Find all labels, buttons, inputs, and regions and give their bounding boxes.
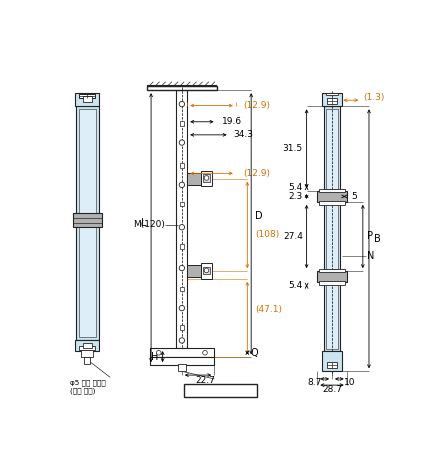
Bar	[176, 90, 187, 348]
Text: L: L	[141, 218, 147, 229]
Bar	[83, 343, 92, 348]
Bar	[201, 263, 212, 279]
Bar	[203, 174, 210, 182]
Text: 34.3: 34.3	[233, 130, 253, 140]
Bar	[203, 266, 210, 274]
Bar	[180, 202, 184, 207]
Circle shape	[179, 101, 184, 107]
Bar	[180, 244, 184, 249]
Bar	[319, 281, 345, 285]
Text: 31.5: 31.5	[283, 144, 303, 153]
Bar	[80, 94, 95, 98]
Circle shape	[179, 182, 184, 188]
Bar	[326, 204, 338, 269]
Bar	[180, 287, 184, 291]
Text: P: P	[367, 231, 373, 242]
Text: 5: 5	[351, 192, 357, 201]
Text: 28.7: 28.7	[322, 385, 342, 394]
Bar	[319, 201, 345, 205]
Circle shape	[203, 351, 207, 355]
Bar	[319, 189, 345, 192]
Circle shape	[179, 140, 184, 145]
Bar	[79, 108, 95, 338]
Bar	[323, 282, 341, 351]
Bar	[150, 357, 214, 365]
Text: 5.4: 5.4	[289, 281, 303, 290]
Text: 8.7: 8.7	[307, 378, 322, 387]
Text: (47.1): (47.1)	[255, 305, 282, 314]
Bar	[322, 93, 342, 106]
Bar	[319, 269, 345, 272]
Bar	[75, 93, 99, 106]
Circle shape	[204, 176, 209, 180]
Text: M(120): M(120)	[133, 220, 165, 230]
Text: 수광기: 수광기	[207, 383, 233, 398]
Circle shape	[157, 351, 161, 355]
Text: 5.4: 5.4	[289, 183, 303, 192]
Bar	[317, 271, 347, 282]
Bar	[326, 108, 338, 189]
Text: H: H	[151, 351, 159, 362]
Bar	[180, 325, 184, 330]
Circle shape	[179, 338, 184, 343]
Bar	[180, 163, 184, 168]
Bar	[147, 86, 217, 90]
Text: N: N	[367, 251, 374, 261]
Text: φ5 회색 케이블
(은색 라인): φ5 회색 케이블 (은색 라인)	[70, 380, 106, 394]
Text: Q: Q	[250, 348, 258, 358]
Bar	[83, 95, 92, 102]
Bar	[327, 98, 337, 104]
Bar	[187, 265, 204, 277]
Text: (12.9): (12.9)	[243, 101, 270, 110]
Bar	[76, 106, 99, 341]
Text: D: D	[255, 211, 263, 220]
Bar	[180, 121, 184, 126]
Bar	[73, 213, 102, 227]
Bar	[326, 93, 338, 95]
Bar	[178, 364, 186, 371]
Bar	[323, 106, 341, 191]
Bar	[326, 284, 338, 349]
Bar	[322, 351, 342, 371]
Text: (12.9): (12.9)	[243, 169, 270, 178]
Bar	[150, 348, 214, 357]
Circle shape	[204, 268, 209, 273]
Text: 수광기: 수광기	[207, 383, 233, 398]
Bar	[323, 202, 341, 271]
Bar	[187, 173, 204, 185]
Bar	[75, 341, 99, 351]
Text: (1.3): (1.3)	[363, 94, 384, 103]
Circle shape	[179, 306, 184, 311]
Circle shape	[179, 266, 184, 271]
Text: 10: 10	[344, 378, 356, 387]
Text: B: B	[374, 234, 381, 244]
Circle shape	[179, 225, 184, 230]
Text: 2.3: 2.3	[289, 192, 303, 201]
Text: 19.6: 19.6	[222, 117, 242, 126]
Text: 22.7: 22.7	[195, 376, 215, 385]
Bar	[201, 171, 212, 186]
Bar	[184, 383, 257, 397]
Bar	[81, 351, 93, 357]
Text: (108): (108)	[255, 230, 279, 239]
Bar	[317, 191, 347, 202]
Bar	[80, 346, 95, 350]
Text: 27.4: 27.4	[283, 232, 303, 241]
Bar	[84, 356, 90, 364]
Bar	[327, 362, 337, 368]
